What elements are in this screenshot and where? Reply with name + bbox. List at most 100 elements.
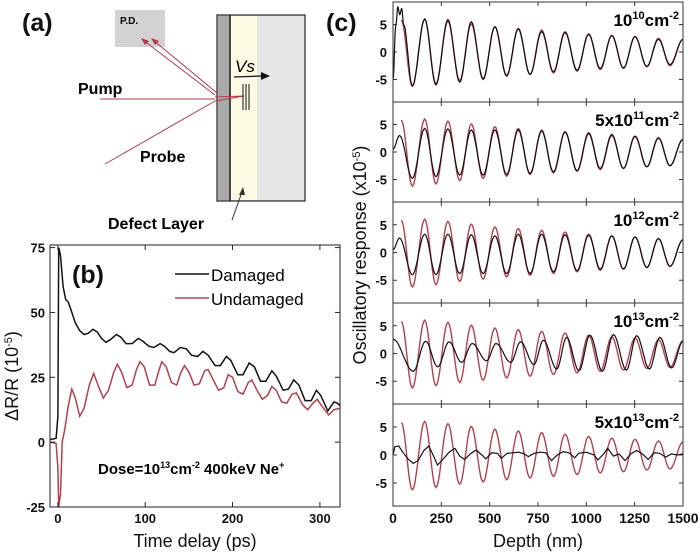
subpanel-2: 5 0 -5 1012cm-2 [375,201,684,304]
dose-label-part: -2 [669,210,679,222]
y-tick-label: 5 [380,218,387,233]
y-tick-label: 5 [380,319,387,334]
velocity-label: Vs [235,57,255,76]
defect-layer-pointer [231,191,243,221]
dose-label: 5x1013cm-2 [595,412,679,432]
y-tick-label: 0 [38,435,45,450]
x-tick-label: 100 [134,511,156,526]
panel-b-plot-area: 0 100 200 300 -25 0 25 50 75 [26,241,341,526]
y-tick-label: 0 [380,347,387,362]
pump-penetration [214,95,245,102]
measured-damaged-line [392,127,684,180]
dose-label-part: 11 [633,110,645,122]
dose-label-part: 10 [613,11,632,30]
x-tick-label: 200 [222,511,244,526]
dose-label-part: 5x10 [595,413,633,432]
subpanel-1: 5 0 -5 5x1011cm-2 [375,101,684,203]
panel-b-x-axis-title: Time delay (ps) [133,531,256,551]
dose-label: 1012cm-2 [613,210,679,230]
x-tick-label: 1000 [571,510,602,526]
y-tick-label: 25 [31,370,45,385]
dose-label-part: -2 [669,110,679,122]
reflected-beam-1 [142,39,216,96]
x-tick-label: 250 [430,510,454,526]
probe-label: Probe [140,149,185,166]
defect-layer-band [231,16,257,200]
y-tick-label: -25 [26,500,45,515]
dose-label-part: cm [645,11,670,30]
x-tick-label: 500 [478,510,502,526]
arrow-right-icon [261,72,270,80]
x-tick-label: 750 [526,510,550,526]
dose-label-part: 13 [632,412,644,424]
panel-b-y-axis-title: ΔR/R (10-5) [2,331,22,421]
legend-label-undamaged: Undamaged [211,290,304,309]
dose-label-part: -2 [669,10,679,22]
dose-label-part: -2 [669,412,679,424]
dose-label-part: 12 [632,210,644,222]
sample-surface-layer [217,15,230,201]
series-line-damaged [49,247,341,441]
x-tick-label: 0 [54,511,61,526]
dose-label-part: 10 [613,211,632,230]
dose-label: 5x1011cm-2 [595,110,679,130]
dose-annotation: Dose=1013cm-2 400keV Ne+ [98,460,284,478]
y-tick-label: 50 [31,305,45,320]
arrowhead-icon [151,38,159,45]
subpanel-3: 5 0 -5 1013cm-2 [375,302,684,405]
pump-label: Pump [78,81,123,98]
dose-label-part: cm [645,413,670,432]
panel-c-x-axis-title: Depth (nm) [493,531,583,551]
arrow-up-icon [239,187,245,195]
x-tick-label: 0 [389,510,397,526]
x-tick-label: 300 [309,511,331,526]
y-tick-label: -5 [375,172,387,187]
measured-damaged-line [392,5,684,88]
y-tick-label: -5 [375,273,387,288]
x-tick-label: 1250 [619,510,650,526]
velocity-arrow [233,75,263,78]
panel-c-plot-area: 50-51010cm-250-55x1011cm-250-51012cm-250… [375,1,699,526]
measured-damaged-line [392,233,684,276]
dose-label-part: 10 [613,312,632,331]
legend-label-damaged: Damaged [211,266,285,285]
measured-damaged-line [392,445,684,467]
y-tick-label: -5 [375,72,387,87]
y-tick-label: -5 [375,476,387,491]
dose-label-part: 10 [632,10,644,22]
y-tick-label: 0 [380,45,387,60]
probe-beam [104,100,216,165]
y-tick-label: -5 [375,374,387,389]
dose-label-part: 13 [632,311,644,323]
dose-label: 1013cm-2 [613,311,679,331]
defect-layer-label: Defect Layer [108,216,204,233]
dose-label-part: cm [645,211,670,230]
dose-label-part: cm [645,111,670,130]
dose-label-part: -2 [669,311,679,323]
panel-c-label: (c) [326,9,357,37]
y-tick-label: 75 [31,241,45,256]
panel-b-frame [49,244,341,508]
photodetector-label: P.D. [120,16,138,27]
panel-c-chart: (c) 50-51010cm-250-55x1011cm-250-51012cm… [326,1,699,551]
measured-damaged-line [392,333,684,373]
subpanel-4: 5 0 -5 5x1013cm-2 [375,403,684,507]
dose-label-part: cm [645,312,670,331]
panel-a-label: (a) [22,9,53,37]
x-tick-label: 1500 [667,510,698,526]
panel-b-label: (b) [72,261,104,289]
dose-label-part: 5x10 [595,111,633,130]
y-tick-label: 5 [380,18,387,33]
dose-label: 1010cm-2 [613,10,679,30]
arrowhead-icon [141,38,149,45]
y-tick-label: 0 [380,145,387,160]
series-line-undamaged [49,360,341,508]
y-tick-label: 5 [380,420,387,435]
y-tick-label: 0 [380,448,387,463]
panel-a-diagram: (a) P.D. Vs Pump Probe Defect Layer [22,9,306,233]
y-tick-label: 0 [380,246,387,261]
reference-undamaged-line [400,420,684,491]
reflected-beam-2 [152,39,218,94]
